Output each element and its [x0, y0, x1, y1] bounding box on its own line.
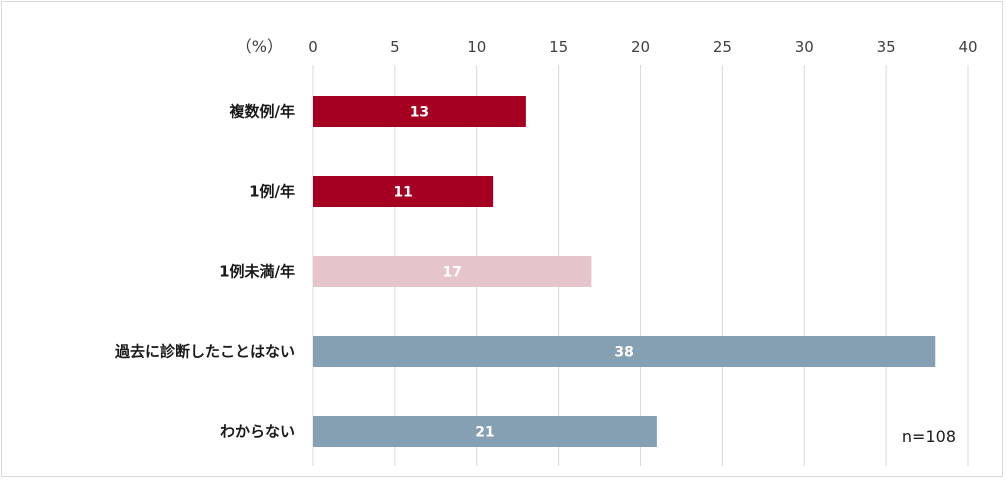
- category-label-0: 複数例/年: [229, 103, 295, 121]
- bar-3: [313, 336, 936, 367]
- bar-4: [313, 416, 657, 447]
- data-label-3: 38: [614, 345, 633, 361]
- category-label-3: 過去に診断したことはない: [114, 343, 295, 361]
- bar-0: [313, 96, 526, 127]
- data-label-0: 13: [410, 105, 429, 121]
- x-tick-label-30: 30: [795, 38, 814, 56]
- data-label-1: 11: [393, 185, 412, 201]
- bars: [313, 96, 936, 447]
- x-tick-label-0: 0: [308, 38, 318, 56]
- x-tick-label-40: 40: [958, 38, 977, 56]
- x-tick-labels: 0 5 10 15 20 25 30 35 40: [308, 38, 977, 56]
- x-tick-label-25: 25: [713, 38, 732, 56]
- bar-1: [313, 176, 494, 207]
- x-tick-label-5: 5: [390, 38, 400, 56]
- data-label-4: 21: [475, 425, 494, 441]
- grid-lines: [312, 65, 969, 466]
- category-label-4: わからない: [220, 423, 295, 441]
- axis-unit-label: （%）: [236, 37, 283, 56]
- x-tick-label-15: 15: [549, 38, 568, 56]
- data-labels: 13 11 17 38 21: [393, 105, 634, 441]
- bar-2: [313, 256, 592, 287]
- category-label-1: 1例/年: [249, 183, 295, 201]
- x-tick-label-35: 35: [877, 38, 896, 56]
- data-label-2: 17: [442, 265, 461, 281]
- x-tick-label-20: 20: [631, 38, 650, 56]
- x-tick-label-10: 10: [467, 38, 486, 56]
- category-label-2: 1例未満/年: [219, 263, 295, 281]
- sample-size-note: n=108: [902, 427, 956, 446]
